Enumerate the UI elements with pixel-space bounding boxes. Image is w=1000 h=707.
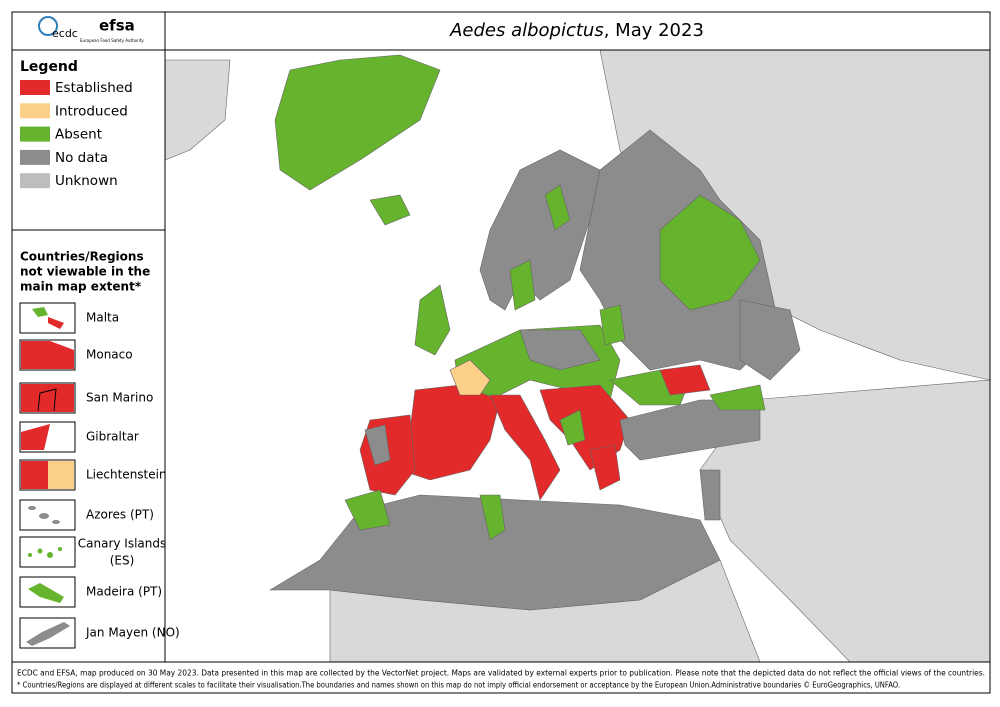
title-italic: Aedes albopictus <box>449 20 604 41</box>
ecdc-logo-mark <box>38 16 58 36</box>
footer: ECDC and EFSA, map produced on 30 May 20… <box>17 668 985 690</box>
legend-swatch <box>20 80 50 95</box>
inset-map <box>19 499 76 531</box>
map-land <box>164 49 991 663</box>
inset-label: Gibraltar <box>86 430 139 444</box>
inset-label: Monaco <box>86 348 133 362</box>
insets-title: main map extent* <box>20 280 142 294</box>
outer-frame <box>11 11 991 694</box>
inset-shape <box>28 506 36 510</box>
inset-label: Malta <box>86 311 119 325</box>
insets-title: not viewable in the <box>20 265 150 279</box>
inset-shape <box>26 622 70 646</box>
efsa-logo-sub: European Food Safety Authority <box>80 38 144 43</box>
footer-note: * Countries/Regions are displayed at dif… <box>17 680 900 690</box>
efsa-logo: efsa <box>99 17 135 35</box>
inset-label: Jan Mayen (NO) <box>85 626 180 640</box>
legend-swatch <box>20 126 50 142</box>
inset-shape <box>58 547 62 551</box>
inset-shape <box>28 583 64 603</box>
legend-swatch <box>20 173 50 189</box>
inset-map <box>19 339 76 371</box>
insets-title: Countries/Regions <box>20 250 144 264</box>
inset-map <box>19 302 76 334</box>
legend-title: Legend <box>20 59 78 75</box>
inset-shape <box>21 461 48 489</box>
title-rest: , May 2023 <box>604 20 704 41</box>
inset-map <box>19 459 76 491</box>
footer-note: ECDC and EFSA, map produced on 30 May 20… <box>17 668 985 678</box>
inset-shape <box>21 424 50 450</box>
inset-label: (ES) <box>110 554 135 568</box>
inset-shape <box>52 520 60 524</box>
inset-label: Liechtenstein <box>86 468 167 482</box>
legend-label: No data <box>55 150 108 166</box>
inset-frame <box>19 536 76 568</box>
legend-swatch <box>20 103 50 119</box>
inset-map <box>19 421 76 453</box>
inset-map <box>19 617 76 649</box>
inset-shape <box>28 553 32 557</box>
inset-label: Madeira (PT) <box>86 585 162 599</box>
inset-shape <box>21 384 74 412</box>
legend-label: Established <box>55 80 133 96</box>
inset-shape <box>50 341 74 350</box>
ecdc-logo: ecdc <box>52 27 78 40</box>
legend-swatch <box>20 149 50 165</box>
inset-shape <box>39 513 49 519</box>
legend-label: Unknown <box>55 173 118 189</box>
legend-label: Absent <box>55 127 102 143</box>
inset-shape <box>37 388 57 412</box>
inset-frame <box>19 302 76 334</box>
map-title: Aedes albopictus, May 2023 <box>449 20 704 41</box>
inset-shape <box>48 317 64 329</box>
inset-label: Canary Islands <box>78 537 167 551</box>
legend: Established Introduced Absent No data Unknow… <box>20 80 133 189</box>
inset-map <box>19 536 76 568</box>
inset-shape <box>47 552 53 558</box>
inset-shape <box>32 307 48 317</box>
inset-label: Azores (PT) <box>86 508 154 522</box>
inset-map <box>19 576 76 608</box>
inset-map <box>19 382 76 414</box>
inset-shape <box>48 461 74 489</box>
inset-label: San Marino <box>86 391 153 405</box>
legend-label: Introduced <box>55 103 128 119</box>
inset-shape <box>37 548 43 554</box>
